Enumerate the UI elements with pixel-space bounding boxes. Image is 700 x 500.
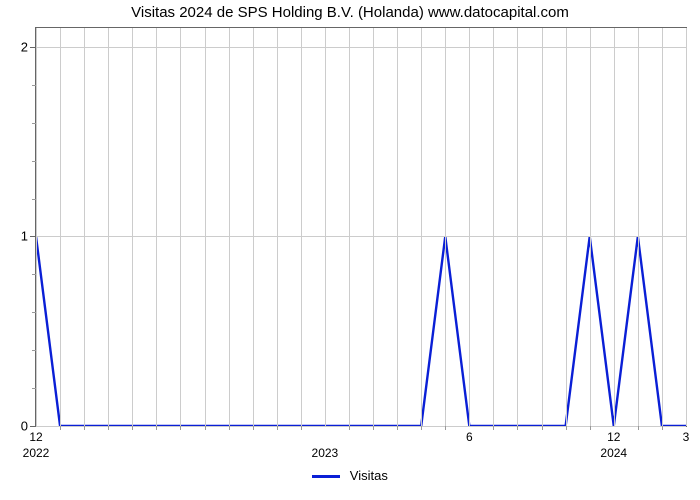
grid-vertical: [277, 28, 278, 426]
chart-title: Visitas 2024 de SPS Holding B.V. (Holand…: [0, 4, 700, 21]
grid-vertical: [421, 28, 422, 426]
ytick-minor: [32, 123, 36, 124]
xtick-minor: [301, 426, 302, 430]
grid-vertical: [132, 28, 133, 426]
xtick-minor: [566, 426, 567, 430]
grid-vertical: [349, 28, 350, 426]
grid-vertical: [325, 28, 326, 426]
xtick-label-month: 12: [607, 430, 620, 444]
xtick-minor: [397, 426, 398, 430]
grid-vertical: [156, 28, 157, 426]
xtick-minor: [108, 426, 109, 430]
grid-vertical: [229, 28, 230, 426]
xtick-minor: [229, 426, 230, 430]
grid-vertical: [542, 28, 543, 426]
grid-horizontal: [36, 47, 686, 48]
xtick-minor: [205, 426, 206, 430]
ytick-minor: [32, 161, 36, 162]
grid-vertical: [517, 28, 518, 426]
ytick-mark: [30, 426, 36, 427]
xtick-minor: [349, 426, 350, 430]
grid-vertical: [84, 28, 85, 426]
grid-vertical: [36, 28, 37, 426]
ytick-minor: [32, 274, 36, 275]
xtick-label-year: 2022: [23, 446, 50, 460]
grid-horizontal: [36, 426, 686, 427]
grid-vertical: [373, 28, 374, 426]
ytick-minor: [32, 312, 36, 313]
xtick-minor: [421, 426, 422, 430]
grid-vertical: [180, 28, 181, 426]
legend-label: Visitas: [350, 468, 388, 483]
grid-vertical: [60, 28, 61, 426]
xtick-minor: [60, 426, 61, 430]
legend-swatch: [312, 475, 340, 478]
chart-container: Visitas 2024 de SPS Holding B.V. (Holand…: [0, 0, 700, 500]
grid-vertical: [590, 28, 591, 426]
xtick-label-year: 2023: [312, 446, 339, 460]
grid-vertical: [253, 28, 254, 426]
line-series: [36, 28, 686, 426]
ytick-minor: [32, 388, 36, 389]
ytick-label: 2: [21, 39, 28, 54]
grid-vertical: [638, 28, 639, 426]
xtick-minor: [590, 426, 591, 430]
grid-vertical: [566, 28, 567, 426]
ytick-label: 1: [21, 229, 28, 244]
xtick-label-year: 2024: [600, 446, 627, 460]
xtick-label-month: 12: [29, 430, 42, 444]
xtick-minor: [156, 426, 157, 430]
grid-vertical: [614, 28, 615, 426]
grid-vertical: [397, 28, 398, 426]
grid-vertical: [108, 28, 109, 426]
grid-vertical: [301, 28, 302, 426]
ytick-mark: [30, 47, 36, 48]
xtick-minor: [373, 426, 374, 430]
ytick-label: 0: [21, 419, 28, 434]
xtick-minor: [493, 426, 494, 430]
plot-area: 012122022202361220243: [36, 28, 686, 426]
xtick-minor: [180, 426, 181, 430]
ytick-minor: [32, 85, 36, 86]
xtick-minor: [662, 426, 663, 430]
xtick-label-month: 3: [683, 430, 690, 444]
xtick-minor: [638, 426, 639, 430]
xtick-minor: [84, 426, 85, 430]
xtick-minor: [132, 426, 133, 430]
xtick-minor: [445, 426, 446, 430]
grid-vertical: [686, 28, 687, 426]
ytick-mark: [30, 236, 36, 237]
xtick-minor: [277, 426, 278, 430]
xtick-minor: [253, 426, 254, 430]
grid-vertical: [469, 28, 470, 426]
xtick-label-month: 6: [466, 430, 473, 444]
grid-horizontal: [36, 236, 686, 237]
ytick-minor: [32, 199, 36, 200]
xtick-minor: [517, 426, 518, 430]
series-polyline: [36, 236, 686, 426]
grid-vertical: [445, 28, 446, 426]
ytick-minor: [32, 350, 36, 351]
xtick-minor: [542, 426, 543, 430]
grid-vertical: [493, 28, 494, 426]
grid-vertical: [662, 28, 663, 426]
grid-vertical: [205, 28, 206, 426]
legend: Visitas: [0, 468, 700, 483]
